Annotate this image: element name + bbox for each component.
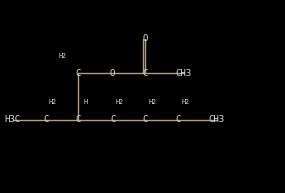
Text: H: H: [84, 99, 87, 105]
Text: H2: H2: [59, 53, 67, 59]
Text: H3C: H3C: [5, 115, 21, 124]
Text: C: C: [176, 115, 181, 124]
Text: C: C: [110, 115, 115, 124]
Text: C: C: [143, 69, 148, 78]
Text: CH3: CH3: [176, 69, 192, 78]
Text: O: O: [110, 69, 115, 78]
Text: H2: H2: [181, 99, 189, 105]
Text: O: O: [143, 34, 148, 43]
Text: C: C: [76, 115, 81, 124]
Text: H2: H2: [49, 99, 57, 105]
Text: H2: H2: [116, 99, 124, 105]
Text: C: C: [143, 115, 148, 124]
Text: CH3: CH3: [209, 115, 225, 124]
Text: C: C: [76, 69, 81, 78]
Text: H2: H2: [148, 99, 156, 105]
Text: C: C: [43, 115, 48, 124]
